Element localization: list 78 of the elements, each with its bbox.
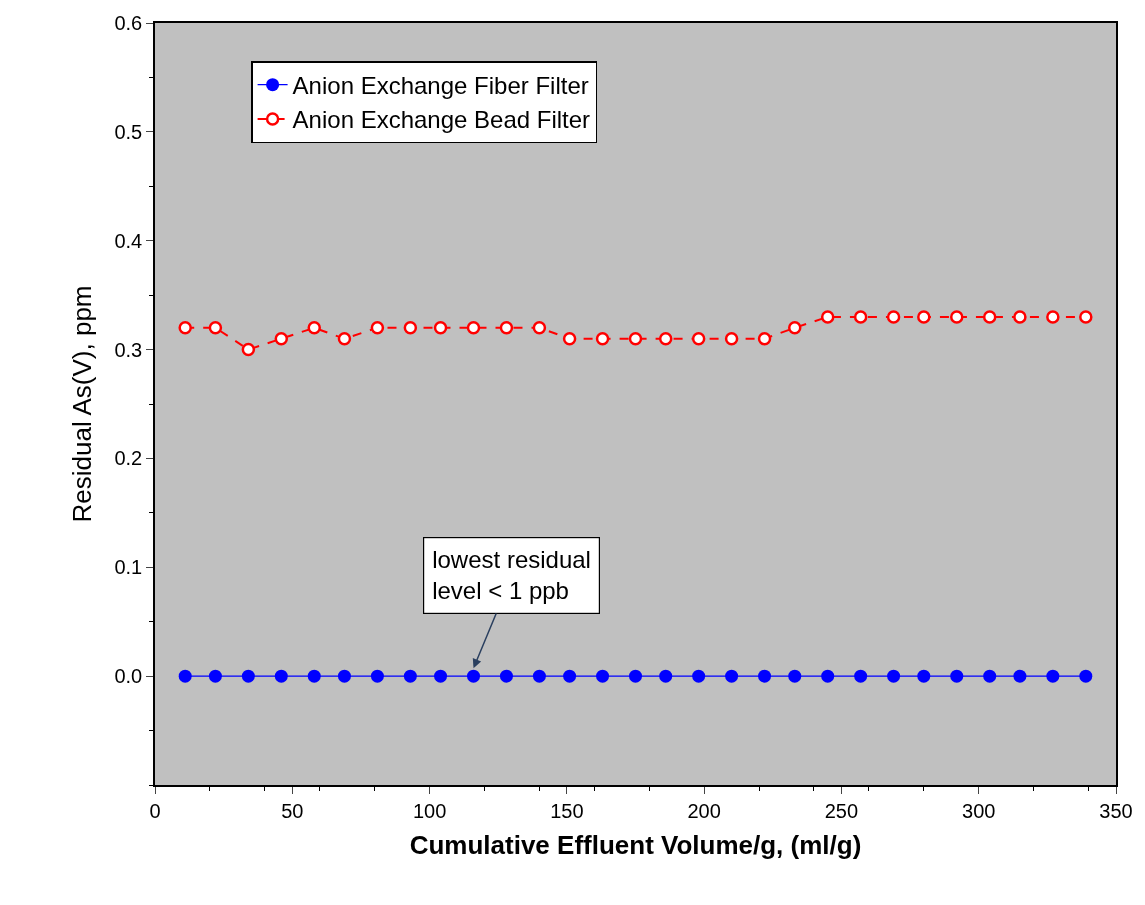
point xyxy=(467,669,480,683)
point xyxy=(178,321,192,335)
point xyxy=(337,331,352,346)
point xyxy=(854,669,868,683)
legend-label: Anion Exchange Fiber Filter xyxy=(292,72,589,100)
y-tick-label: 0.6 xyxy=(114,12,143,34)
point xyxy=(241,342,256,357)
point xyxy=(853,310,868,324)
point xyxy=(466,321,481,335)
y-tick-label: 0.5 xyxy=(114,120,143,143)
x-tick-label: 200 xyxy=(687,799,721,822)
x-tick-label: 350 xyxy=(1099,799,1133,822)
x-tick-label: 0 xyxy=(149,799,161,822)
point xyxy=(208,321,223,335)
point xyxy=(1079,310,1093,324)
y-tick-label: 0.1 xyxy=(114,556,143,579)
point xyxy=(307,669,321,683)
point xyxy=(821,669,835,683)
point xyxy=(562,331,577,346)
point xyxy=(788,669,802,683)
point xyxy=(725,669,739,683)
point xyxy=(820,310,835,324)
point xyxy=(595,331,610,346)
y-tick-label: 0.3 xyxy=(114,338,143,361)
point xyxy=(917,310,931,324)
point xyxy=(788,321,802,335)
legend-label: Anion Exchange Bead Filter xyxy=(292,106,591,134)
point xyxy=(982,310,997,324)
x-tick-label: 50 xyxy=(281,799,304,822)
point xyxy=(403,321,418,335)
point xyxy=(337,669,351,683)
point xyxy=(499,321,514,335)
point xyxy=(950,310,964,324)
point xyxy=(983,669,997,683)
point xyxy=(274,669,288,683)
x-tick-label: 250 xyxy=(824,799,859,822)
point xyxy=(274,331,289,346)
x-axis-title: Cumulative Effluent Volume/g, (ml/g) xyxy=(409,829,862,860)
point xyxy=(691,331,706,346)
point xyxy=(629,669,642,683)
point xyxy=(886,310,901,324)
y-tick-label: 0.4 xyxy=(114,229,143,252)
point xyxy=(403,669,417,683)
point xyxy=(434,669,448,683)
point xyxy=(692,669,706,683)
y-axis-title: Residual As(V), ppm xyxy=(67,285,98,523)
point xyxy=(758,669,772,683)
y-tick-label: 0.2 xyxy=(114,447,143,470)
point xyxy=(370,669,384,683)
x-tick-label: 300 xyxy=(962,799,996,822)
annotation: lowest residual level < 1 ppb xyxy=(432,546,591,605)
point xyxy=(1013,310,1027,324)
point xyxy=(950,669,964,683)
point xyxy=(917,669,931,683)
point xyxy=(757,331,772,346)
point xyxy=(370,321,385,335)
point xyxy=(659,669,673,683)
point xyxy=(433,321,448,335)
point xyxy=(532,669,546,683)
point xyxy=(563,669,577,683)
point xyxy=(887,669,901,683)
point xyxy=(307,321,321,335)
x-tick-label: 100 xyxy=(412,799,447,822)
point xyxy=(658,331,673,346)
point xyxy=(628,331,643,346)
point xyxy=(178,669,192,683)
point xyxy=(241,669,255,683)
point xyxy=(1046,669,1060,683)
y-tick-label: 0.0 xyxy=(114,665,143,688)
point xyxy=(1079,669,1093,683)
point xyxy=(1046,310,1060,324)
x-tick-label: 150 xyxy=(550,799,584,822)
point xyxy=(499,669,513,683)
point xyxy=(1013,669,1027,683)
point xyxy=(532,321,547,335)
point xyxy=(596,669,610,683)
point xyxy=(724,331,739,346)
point xyxy=(208,669,222,683)
